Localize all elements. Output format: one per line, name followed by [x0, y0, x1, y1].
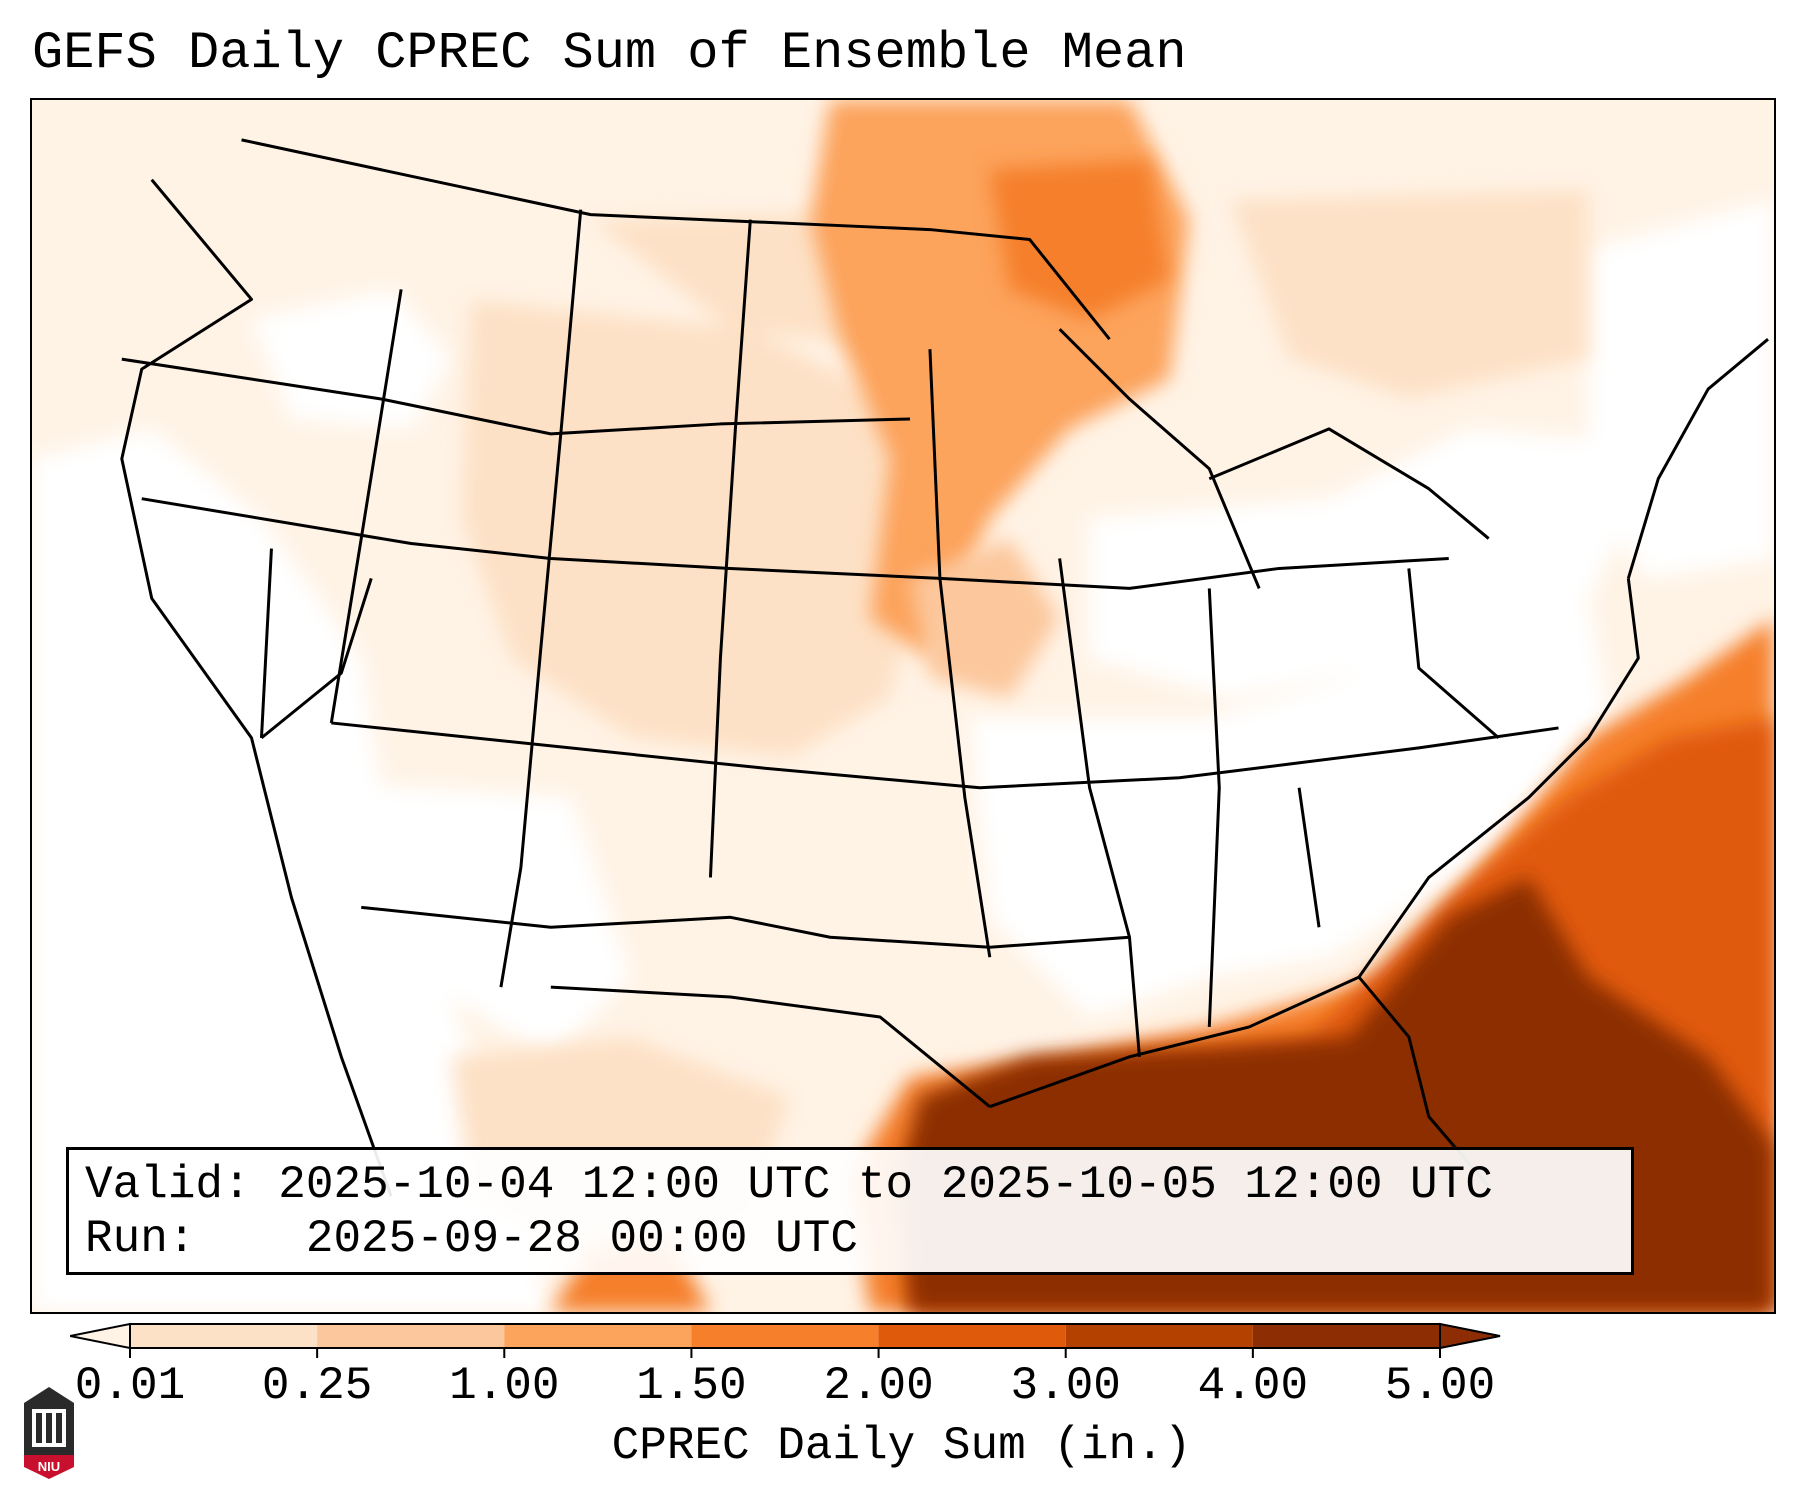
- colorbar-segment: [317, 1324, 505, 1348]
- map-title: GEFS Daily CPREC Sum of Ensemble Mean: [32, 24, 1187, 83]
- run-row: Run: 2025-09-28 00:00 UTC: [85, 1212, 1615, 1266]
- valid-label: Valid:: [85, 1159, 251, 1211]
- colorbar-tick-label: 0.25: [261, 1360, 373, 1412]
- colorbar-segment: [1065, 1324, 1253, 1348]
- colorbar-segment: [504, 1324, 692, 1348]
- validity-info-box: Valid: 2025-10-04 12:00 UTC to 2025-10-0…: [66, 1147, 1634, 1275]
- map-panel: [30, 98, 1776, 1314]
- run-label: Run:: [85, 1213, 196, 1265]
- colorbar-tick-label: 3.00: [1010, 1360, 1121, 1412]
- colorbar-segment: [691, 1324, 879, 1348]
- colorbar-tick-label: 1.00: [449, 1360, 560, 1412]
- boundaries: [120, 138, 1769, 1197]
- colorbar-label: CPREC Daily Sum (in.): [611, 1420, 1192, 1472]
- colorbar-segment: [1252, 1324, 1440, 1348]
- colorbar-tick-label: 0.01: [74, 1360, 186, 1412]
- colorbar-tick-label: 5.00: [1384, 1360, 1496, 1412]
- colorbar-segment: [130, 1324, 318, 1348]
- valid-value: 2025-10-04 12:00 UTC to 2025-10-05 12:00…: [278, 1159, 1493, 1211]
- colorbar-tick-label: 2.00: [823, 1360, 934, 1412]
- colorbar-max-arrow: [1439, 1322, 1501, 1350]
- colorbar-tick-label: 1.50: [636, 1360, 747, 1412]
- logo-text: NIU: [38, 1459, 60, 1474]
- run-value: 2025-09-28 00:00 UTC: [305, 1213, 858, 1265]
- niu-logo-icon: NIU: [24, 1387, 74, 1479]
- valid-row: Valid: 2025-10-04 12:00 UTC to 2025-10-0…: [85, 1158, 1615, 1212]
- precipitation-map: [32, 100, 1774, 1312]
- colorbar: [70, 1322, 1501, 1358]
- colorbar-segment: [878, 1324, 1066, 1348]
- colorbar-tick-label: 4.00: [1197, 1360, 1309, 1412]
- colorbar-min-arrow: [70, 1322, 131, 1350]
